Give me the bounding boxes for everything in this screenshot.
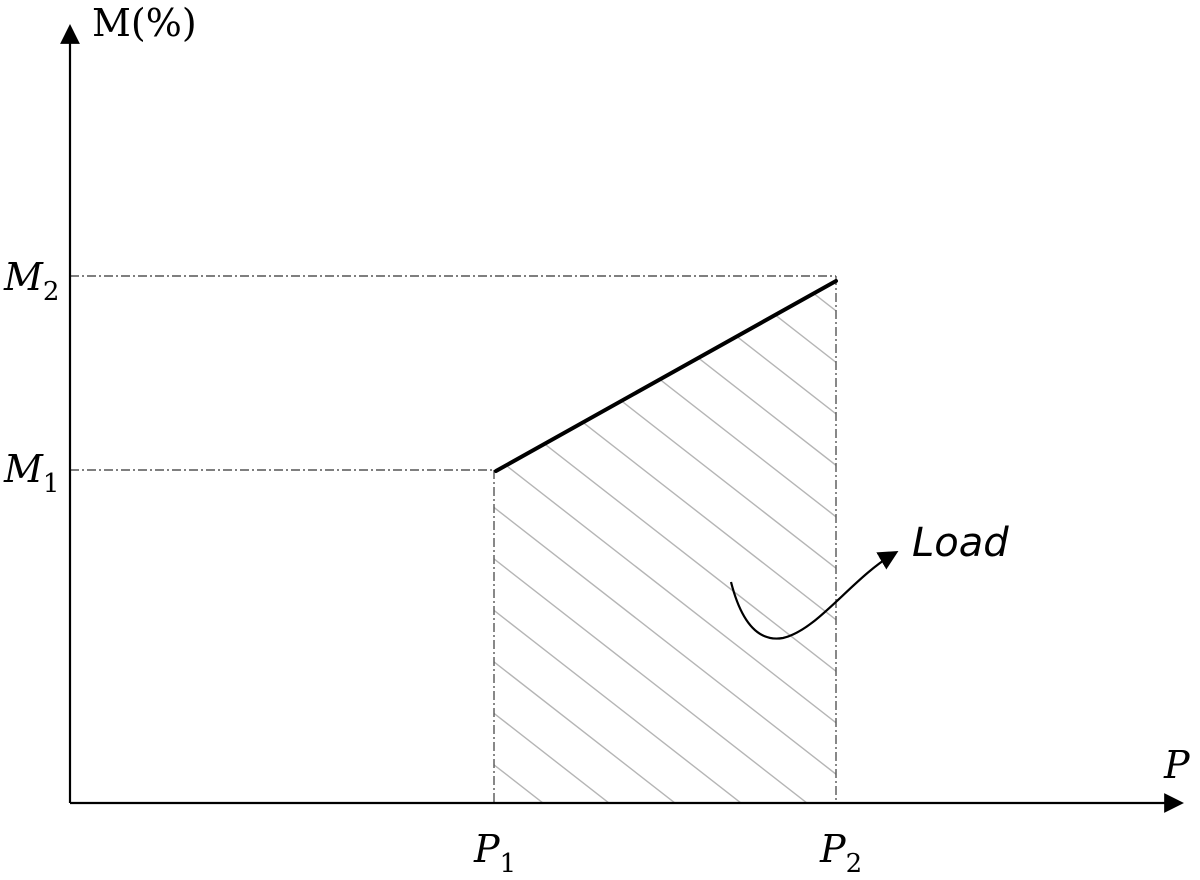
hatch-line xyxy=(0,158,306,876)
hatch-line xyxy=(838,158,1200,876)
hatch-line xyxy=(705,282,836,803)
hatch-line xyxy=(494,282,836,803)
hatch-line xyxy=(494,282,836,803)
hatch-line xyxy=(639,282,836,803)
hatch-line xyxy=(494,282,505,803)
m1-label-main: M xyxy=(3,447,44,491)
hatch-line xyxy=(494,282,571,803)
hatch-line xyxy=(494,282,703,803)
hatch-line xyxy=(573,282,836,803)
m2-label-main: M xyxy=(3,255,44,299)
hatched-load-region xyxy=(0,158,1200,876)
hatch-line xyxy=(494,282,836,803)
load-label: Load xyxy=(912,520,1009,566)
p2-label: P2 xyxy=(819,827,862,879)
y-axis-title: M(%) xyxy=(92,1,197,45)
m2-label-sub: 2 xyxy=(43,277,60,307)
p2-label-main: P xyxy=(819,827,847,871)
hatch-line xyxy=(494,282,769,803)
m1-label: M1 xyxy=(3,447,59,499)
load-line xyxy=(494,279,838,473)
m1-label-sub: 1 xyxy=(43,469,60,499)
hatch-line xyxy=(507,282,836,803)
hatch-line xyxy=(494,282,836,803)
hatch-line xyxy=(0,158,372,876)
x-axis-title: P xyxy=(1163,743,1191,787)
hatch-line xyxy=(494,282,637,803)
m2-label: M2 xyxy=(3,255,59,307)
p2-label-sub: 2 xyxy=(846,849,863,879)
hatch-line xyxy=(494,282,836,803)
hatch-line xyxy=(494,282,836,803)
hatch-line xyxy=(904,158,1200,876)
p1-label-sub: 1 xyxy=(500,849,517,879)
hatch-line xyxy=(494,282,836,803)
hatch-line xyxy=(494,282,835,803)
hatch-line xyxy=(0,158,438,876)
hatch-line xyxy=(494,282,836,803)
load-callout-arrow xyxy=(729,551,899,640)
p1-label: P1 xyxy=(473,827,516,879)
p1-label-main: P xyxy=(473,827,501,871)
